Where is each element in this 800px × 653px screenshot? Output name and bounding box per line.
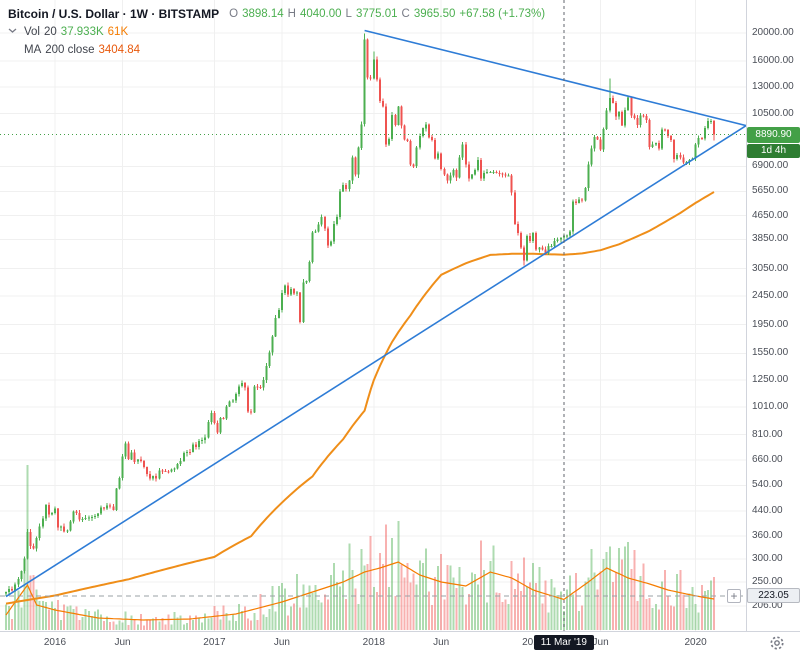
chart-legend: Bitcoin / U.S. Dollar · 1W · BITSTAMP O …: [8, 5, 545, 59]
crosshair-date-badge: 11 Mar '19: [533, 635, 594, 650]
alert-price-badge: 223.05: [747, 588, 800, 603]
price-tick-label: 1950.00: [752, 318, 789, 330]
close-value: 3965.50: [413, 8, 456, 20]
volume-indicator-name: Vol: [24, 26, 40, 38]
close-label: C: [401, 8, 410, 20]
price-tick-label: 2450.00: [752, 289, 789, 301]
price-tick-label: 6900.00: [752, 160, 789, 172]
time-axis-label: Jun: [592, 637, 609, 648]
change-value: +67.58 (+1.73%): [459, 8, 546, 20]
volume-legend-row[interactable]: Vol 20 37.933K 61K: [8, 23, 545, 41]
gear-icon[interactable]: [769, 635, 785, 651]
volume-ma-value: 61K: [107, 26, 129, 38]
price-tick-label: 300.00: [752, 552, 783, 564]
price-tick-label: 20000.00: [752, 27, 794, 38]
price-tick-label: 5650.00: [752, 185, 789, 197]
price-tick-label: 250.00: [752, 575, 783, 587]
symbol-title: Bitcoin / U.S. Dollar · 1W · BITSTAMP: [8, 7, 220, 21]
price-tick-label: 1550.00: [752, 347, 789, 359]
time-axis-label: Jun: [114, 637, 131, 648]
time-axis-label: 2019: [516, 637, 550, 648]
price-tick-label: 360.00: [752, 530, 783, 542]
time-axis-label: Jun: [433, 637, 450, 648]
time-axis-label: 2020: [684, 637, 707, 648]
time-axis-label: 2017: [203, 637, 226, 648]
time-axis-label: 2018: [362, 637, 385, 648]
time-axis-label: Jun: [273, 637, 290, 648]
chart-canvas[interactable]: [0, 0, 746, 631]
price-tick-label: 16000.00: [752, 54, 794, 66]
chevron-down-icon[interactable]: [8, 23, 17, 41]
low-label: L: [345, 8, 352, 20]
price-tick-label: 13000.00: [752, 80, 794, 92]
add-order-plus-icon[interactable]: +: [727, 589, 741, 603]
price-tick-label: 10500.00: [752, 107, 794, 119]
bar-countdown-badge: 1d 4h: [747, 143, 800, 158]
last-price-badge: 8890.90: [747, 126, 800, 143]
time-axis[interactable]: 11 Mar '19 2016 Jun 2017 Jun 2018 Jun 2019 Jun 2…: [0, 631, 800, 653]
ma-legend-row[interactable]: MA 200 close 3404.84: [8, 41, 545, 59]
price-tick-label: 206.00: [752, 600, 783, 611]
open-label: O: [229, 8, 239, 20]
price-axis[interactable]: 20000.00 16000.00 13000.00 10500.00 6900.00 5…: [746, 0, 800, 631]
price-tick-label: 1010.00: [752, 400, 789, 412]
price-tick-label: 3050.00: [752, 262, 789, 274]
price-tick-label: 440.00: [752, 505, 783, 516]
time-axis-label: 2016: [43, 637, 67, 648]
price-tick-label: 1250.00: [752, 374, 789, 386]
price-tick-label: 810.00: [752, 428, 783, 440]
ma-indicator-name: MA: [24, 44, 42, 56]
high-label: H: [287, 8, 296, 20]
price-tick-label: 540.00: [752, 479, 783, 491]
ma-value: 3404.84: [98, 44, 141, 56]
price-tick-label: 660.00: [752, 454, 783, 466]
high-value: 4040.00: [299, 8, 342, 20]
open-value: 3898.14: [242, 8, 284, 20]
ma-indicator-params: 200 close: [45, 44, 95, 56]
volume-indicator-period: 20: [44, 26, 57, 38]
price-tick-label: 4650.00: [752, 209, 789, 221]
symbol-legend-row[interactable]: Bitcoin / U.S. Dollar · 1W · BITSTAMP O …: [8, 5, 545, 23]
low-value: 3775.01: [355, 8, 398, 20]
volume-value: 37.933K: [60, 26, 104, 38]
price-tick-label: 3850.00: [752, 233, 789, 245]
